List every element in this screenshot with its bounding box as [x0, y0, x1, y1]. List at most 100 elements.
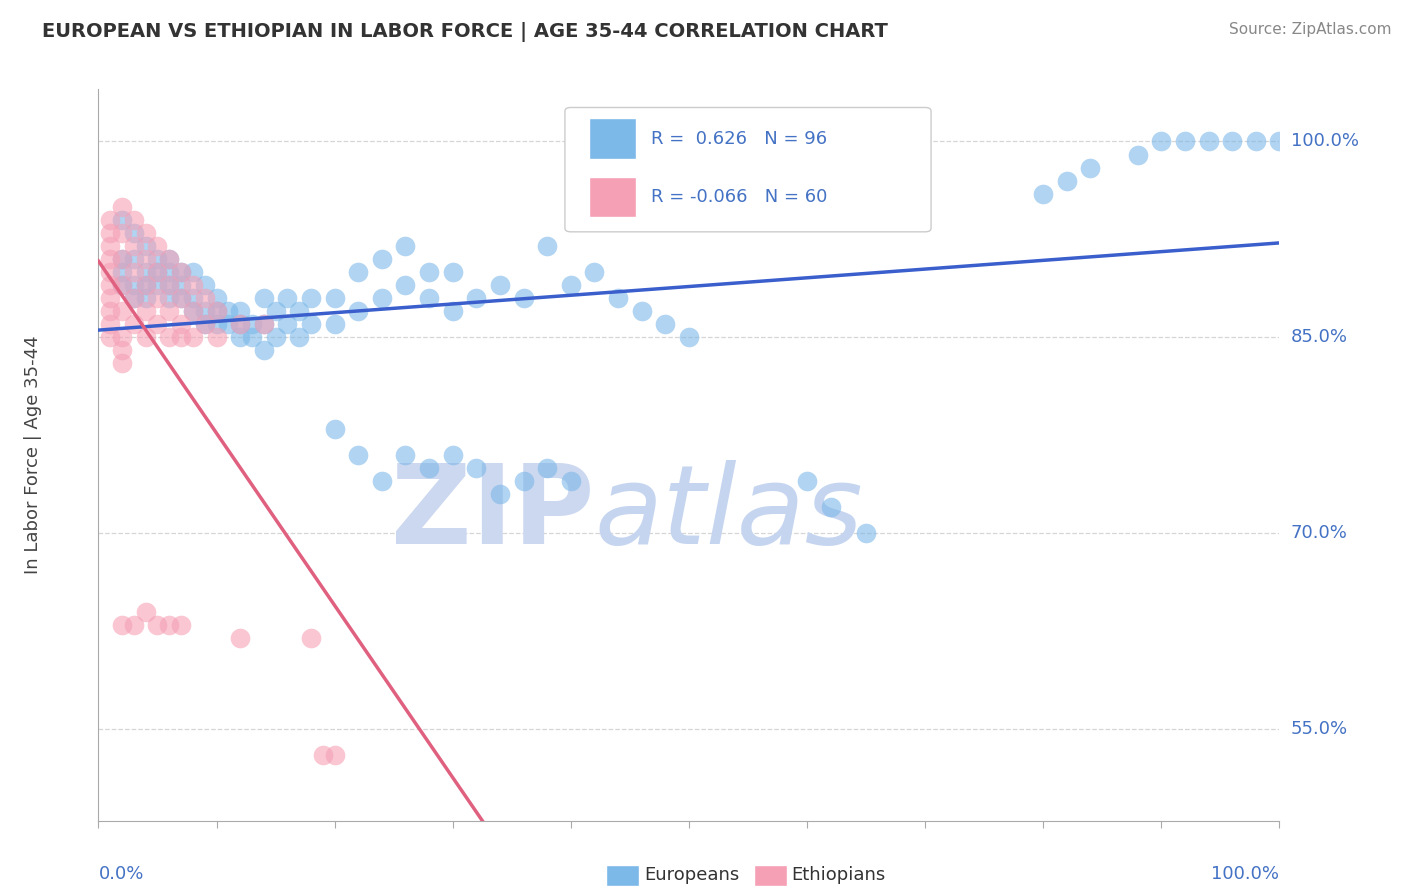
Point — [299, 631, 322, 645]
Point — [122, 291, 145, 305]
Point — [253, 291, 276, 305]
Point — [347, 448, 370, 462]
Point — [111, 343, 134, 358]
Point — [122, 617, 145, 632]
Text: ZIP: ZIP — [391, 460, 595, 567]
Point — [98, 265, 121, 279]
Point — [135, 278, 157, 293]
Point — [122, 265, 145, 279]
Point — [122, 226, 145, 240]
Point — [264, 304, 287, 318]
Point — [323, 318, 346, 332]
Point — [98, 239, 121, 253]
Point — [1244, 135, 1267, 149]
Point — [630, 304, 652, 318]
Point — [217, 304, 239, 318]
Point — [122, 278, 145, 293]
FancyBboxPatch shape — [606, 864, 640, 887]
Point — [205, 330, 228, 344]
Text: 85.0%: 85.0% — [1291, 328, 1347, 346]
Point — [98, 291, 121, 305]
Point — [135, 278, 157, 293]
Point — [146, 278, 169, 293]
Point — [323, 291, 346, 305]
Point — [111, 617, 134, 632]
Point — [1174, 135, 1197, 149]
Point — [181, 304, 204, 318]
Point — [394, 239, 416, 253]
Point — [194, 318, 217, 332]
Point — [288, 304, 311, 318]
Point — [229, 330, 252, 344]
Point — [371, 252, 394, 266]
Point — [98, 318, 121, 332]
Point — [146, 617, 169, 632]
Point — [205, 291, 228, 305]
Point — [347, 304, 370, 318]
Point — [157, 252, 180, 266]
Point — [820, 500, 842, 515]
Point — [111, 278, 134, 293]
Point — [146, 265, 169, 279]
Point — [98, 212, 121, 227]
Point — [170, 278, 193, 293]
Point — [135, 252, 157, 266]
Point — [122, 291, 145, 305]
Point — [157, 617, 180, 632]
Point — [217, 318, 239, 332]
Point — [98, 330, 121, 344]
Point — [855, 526, 877, 541]
Point — [441, 304, 464, 318]
Point — [299, 318, 322, 332]
Point — [205, 304, 228, 318]
Point — [205, 318, 228, 332]
Point — [157, 278, 180, 293]
Point — [489, 487, 512, 501]
Point — [135, 239, 157, 253]
Point — [135, 291, 157, 305]
Point — [583, 265, 606, 279]
Point — [1056, 174, 1078, 188]
Point — [1126, 147, 1149, 161]
Point — [111, 357, 134, 371]
Point — [181, 278, 204, 293]
Text: 0.0%: 0.0% — [98, 864, 143, 882]
Text: R = -0.066   N = 60: R = -0.066 N = 60 — [651, 188, 828, 206]
Point — [1198, 135, 1220, 149]
FancyBboxPatch shape — [589, 119, 636, 159]
Point — [98, 226, 121, 240]
Point — [465, 291, 488, 305]
Point — [122, 239, 145, 253]
Point — [288, 330, 311, 344]
Text: 70.0%: 70.0% — [1291, 524, 1347, 542]
Point — [229, 304, 252, 318]
Point — [394, 448, 416, 462]
Point — [1220, 135, 1243, 149]
Point — [441, 448, 464, 462]
Point — [607, 291, 630, 305]
Point — [111, 212, 134, 227]
Point — [276, 318, 298, 332]
Point — [157, 330, 180, 344]
Point — [170, 330, 193, 344]
Text: R =  0.626   N = 96: R = 0.626 N = 96 — [651, 130, 827, 148]
Point — [229, 318, 252, 332]
Point — [170, 318, 193, 332]
Point — [98, 278, 121, 293]
Point — [157, 252, 180, 266]
Point — [146, 252, 169, 266]
Point — [157, 291, 180, 305]
Point — [111, 200, 134, 214]
Point — [253, 318, 276, 332]
Point — [312, 748, 335, 763]
Point — [299, 291, 322, 305]
Point — [347, 265, 370, 279]
Point — [170, 265, 193, 279]
Point — [536, 239, 558, 253]
Text: Source: ZipAtlas.com: Source: ZipAtlas.com — [1229, 22, 1392, 37]
Point — [157, 265, 180, 279]
Point — [146, 265, 169, 279]
Point — [98, 304, 121, 318]
Point — [170, 617, 193, 632]
Point — [146, 239, 169, 253]
